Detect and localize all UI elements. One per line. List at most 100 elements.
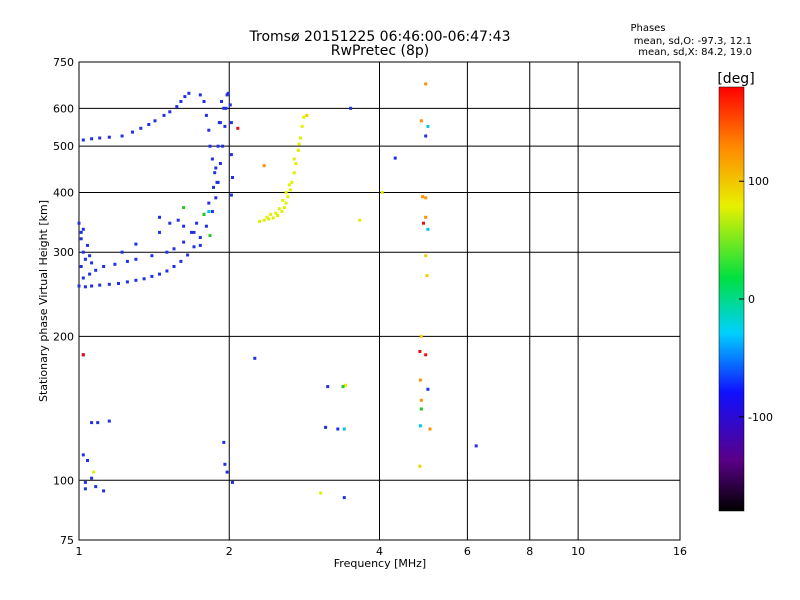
data-point-other-3-3 — [422, 221, 425, 225]
data-point-o-0-51 — [81, 227, 85, 231]
data-point-o-0-57 — [90, 137, 94, 141]
y-tick-label-600: 600 — [53, 102, 74, 115]
data-point-x-1-30 — [380, 191, 384, 194]
data-point-o-0-8 — [142, 277, 146, 281]
data-point-x-1-27 — [319, 491, 323, 495]
data-point-o-0-10 — [158, 272, 161, 276]
data-point-x-1-10 — [290, 180, 294, 184]
data-point-o-0-113 — [324, 425, 328, 429]
data-point-x-1-20 — [277, 207, 281, 211]
y-tick-label-75: 75 — [60, 534, 74, 547]
data-point-o-0-85 — [231, 176, 234, 179]
data-point-o-0-23 — [223, 124, 227, 128]
data-point-x-1-9 — [288, 188, 292, 192]
data-point-x-1-16 — [302, 115, 306, 119]
data-point-o-0-37 — [190, 230, 193, 234]
data-point-o-0-31 — [125, 259, 129, 263]
data-point-o-0-7 — [134, 278, 138, 282]
x-tick-label-4: 4 — [376, 545, 383, 558]
data-point-other-4-0 — [426, 124, 430, 128]
data-points — [77, 82, 478, 500]
y-axis-label: Stationary phase Virtual Height [km] — [37, 200, 50, 402]
data-point-o-0-40 — [207, 201, 211, 205]
y-tick-label-300: 300 — [53, 246, 74, 259]
data-point-x-1-17 — [265, 215, 269, 219]
y-axis-ticks: 75 100 200 300 400 500 600 750 — [53, 56, 74, 547]
data-point-o-0-61 — [131, 130, 134, 134]
data-point-o-0-98 — [96, 421, 100, 425]
data-point-o-0-49 — [86, 243, 89, 247]
data-point-o-0-43 — [216, 144, 220, 148]
phases-heading: Phases — [630, 23, 665, 34]
data-point-o-0-3 — [98, 283, 102, 287]
x-axis-ticks: 1 2 4 6 8 10 16 — [76, 545, 688, 558]
data-point-x-1-12 — [294, 162, 298, 165]
data-point-o-0-60 — [120, 134, 124, 138]
data-point-other-3-0 — [418, 350, 422, 353]
data-point-other-4-1 — [342, 427, 346, 431]
data-point-o-0-18 — [210, 210, 214, 213]
data-point-other-5-1 — [202, 212, 206, 216]
data-point-o-0-47 — [83, 257, 87, 261]
data-point-other-3-4 — [236, 126, 240, 130]
data-point-o-0-67 — [175, 105, 179, 109]
data-point-o-0-24 — [224, 106, 228, 110]
data-point-o-0-97 — [90, 421, 94, 425]
data-point-other-2-8 — [262, 164, 266, 168]
data-point-o-0-63 — [147, 123, 151, 126]
data-point-x-1-18 — [269, 212, 273, 216]
data-point-o-0-30 — [113, 262, 117, 266]
data-point-o-0-99 — [107, 419, 111, 423]
data-point-o-0-117 — [393, 156, 397, 160]
data-point-o-0-80 — [222, 106, 226, 110]
data-point-other-4-4 — [426, 227, 430, 231]
data-point-o-0-70 — [187, 91, 191, 95]
colorbar-tick-label-100: 100 — [748, 175, 769, 188]
x-tick-label-6: 6 — [464, 545, 471, 558]
data-point-o-0-104 — [94, 485, 98, 489]
data-point-o-0-62 — [139, 126, 143, 130]
data-point-other-4-3 — [418, 424, 422, 428]
data-point-x-1-1 — [262, 218, 266, 222]
data-point-o-0-27 — [88, 272, 92, 276]
data-point-other-3-2 — [81, 353, 85, 357]
data-point-o-0-59 — [107, 135, 111, 139]
data-point-o-0-77 — [213, 171, 217, 175]
data-point-x-1-0 — [258, 219, 261, 223]
data-point-o-0-108 — [225, 470, 229, 474]
data-point-x-1-5 — [280, 210, 284, 213]
data-point-o-0-68 — [179, 100, 183, 103]
y-tick-label-750: 750 — [53, 56, 74, 69]
data-point-x-1-7 — [284, 201, 288, 205]
data-point-o-0-0 — [77, 284, 81, 288]
data-point-o-0-105 — [102, 489, 106, 493]
phase-o-stats: mean, sd,O: -97.3, 12.1 — [634, 36, 752, 47]
data-point-o-0-116 — [349, 106, 353, 110]
data-point-o-0-1 — [83, 285, 87, 289]
data-point-o-0-14 — [186, 253, 190, 257]
data-point-o-0-112 — [326, 385, 330, 389]
data-point-x-1-6 — [282, 206, 286, 210]
data-point-o-0-29 — [102, 265, 106, 268]
data-point-o-0-15 — [192, 245, 196, 249]
data-point-x-1-24 — [292, 157, 296, 161]
data-point-o-0-110 — [253, 356, 257, 360]
phase-colorbar: [deg] 100 0 -100 — [717, 71, 773, 512]
data-point-o-0-26 — [81, 276, 85, 280]
data-point-o-0-81 — [226, 91, 230, 95]
data-point-other-2-2 — [418, 378, 422, 382]
x-tick-label-10: 10 — [571, 545, 585, 558]
data-point-other-6-4 — [305, 113, 309, 117]
data-point-o-0-46 — [79, 265, 83, 268]
data-point-o-0-100 — [81, 453, 85, 457]
data-point-o-0-73 — [204, 113, 208, 117]
data-point-o-0-4 — [107, 282, 111, 286]
data-point-o-0-88 — [134, 242, 138, 246]
data-point-o-0-118 — [424, 134, 428, 138]
data-point-o-0-78 — [215, 180, 219, 184]
data-point-o-0-115 — [342, 496, 346, 500]
data-point-x-1-8 — [286, 195, 290, 199]
data-point-o-0-65 — [162, 113, 166, 117]
data-point-x-1-28 — [344, 383, 347, 387]
